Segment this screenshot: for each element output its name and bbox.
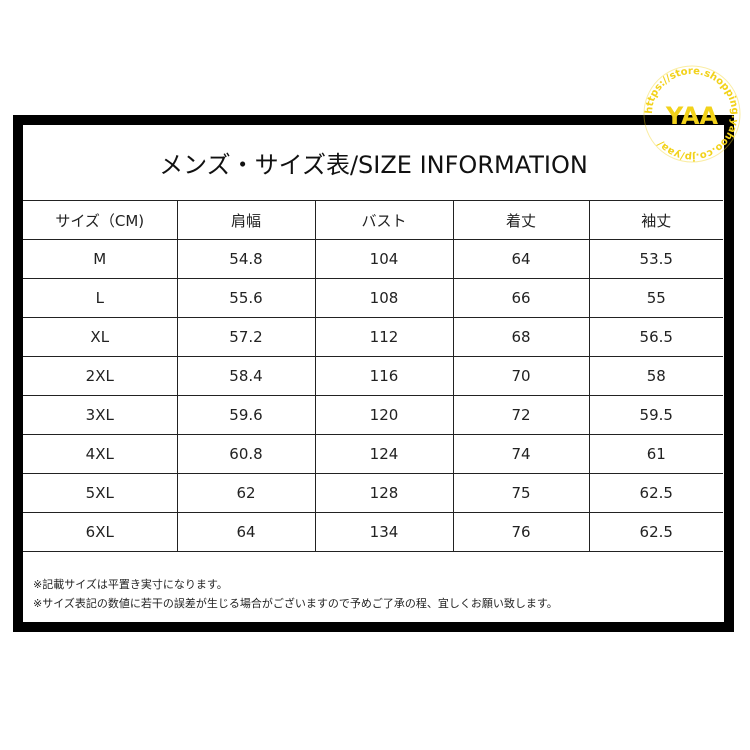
value-cell: 120 (314, 395, 454, 435)
value-cell: 66 (452, 278, 590, 318)
table-header-row: サイズ（CM) 肩幅 バスト 着丈 袖丈 (23, 200, 723, 240)
value-cell: 72 (452, 395, 590, 435)
header-cell: 肩幅 (176, 200, 316, 240)
value-cell: 53.5 (588, 239, 723, 279)
header-cell: 袖丈 (588, 200, 723, 240)
value-cell: 57.2 (176, 317, 316, 357)
table-row: 3XL 59.6 120 72 59.5 (23, 395, 723, 435)
value-cell: 62.5 (588, 473, 723, 513)
size-cell: L (23, 278, 178, 318)
table-row: 6XL 64 134 76 62.5 (23, 512, 723, 552)
header-cell: バスト (314, 200, 454, 240)
value-cell: 76 (452, 512, 590, 552)
size-cell: 5XL (23, 473, 178, 513)
value-cell: 74 (452, 434, 590, 474)
value-cell: 70 (452, 356, 590, 396)
size-cell: 2XL (23, 356, 178, 396)
value-cell: 55 (588, 278, 723, 318)
notes: ※記載サイズは平置き実寸になります。 ※サイズ表記の数値に若干の誤差が生じる場合… (33, 575, 558, 613)
size-cell: 4XL (23, 434, 178, 474)
value-cell: 60.8 (176, 434, 316, 474)
value-cell: 58 (588, 356, 723, 396)
value-cell: 112 (314, 317, 454, 357)
value-cell: 68 (452, 317, 590, 357)
size-cell: M (23, 239, 178, 279)
svg-text:YAA: YAA (665, 102, 719, 130)
table-row: M 54.8 104 64 53.5 (23, 239, 723, 279)
value-cell: 56.5 (588, 317, 723, 357)
value-cell: 104 (314, 239, 454, 279)
table-row: 5XL 62 128 75 62.5 (23, 473, 723, 513)
value-cell: 116 (314, 356, 454, 396)
table-row: L 55.6 108 66 55 (23, 278, 723, 318)
value-cell: 134 (314, 512, 454, 552)
note-line: ※サイズ表記の数値に若干の誤差が生じる場合がございますので予めご了承の程、宜しく… (33, 597, 558, 610)
value-cell: 64 (176, 512, 316, 552)
value-cell: 108 (314, 278, 454, 318)
page-title: メンズ・サイズ表/SIZE INFORMATION (159, 151, 588, 179)
value-cell: 54.8 (176, 239, 316, 279)
value-cell: 59.6 (176, 395, 316, 435)
value-cell: 59.5 (588, 395, 723, 435)
size-cell: XL (23, 317, 178, 357)
value-cell: 62.5 (588, 512, 723, 552)
yaa-watermark-logo: https://store.shopping.yahoo.co.jp/yaa/ … (643, 65, 741, 163)
header-cell: サイズ（CM) (23, 200, 178, 240)
value-cell: 61 (588, 434, 723, 474)
size-table: サイズ（CM) 肩幅 バスト 着丈 袖丈 M 54.8 104 64 53.5 L 55.6… (23, 200, 723, 552)
value-cell: 75 (452, 473, 590, 513)
value-cell: 128 (314, 473, 454, 513)
value-cell: 124 (314, 434, 454, 474)
value-cell: 58.4 (176, 356, 316, 396)
table-row: 2XL 58.4 116 70 58 (23, 356, 723, 396)
value-cell: 64 (452, 239, 590, 279)
table-row: 4XL 60.8 124 74 61 (23, 434, 723, 474)
value-cell: 55.6 (176, 278, 316, 318)
header-cell: 着丈 (452, 200, 590, 240)
size-cell: 3XL (23, 395, 178, 435)
table-row: XL 57.2 112 68 56.5 (23, 317, 723, 357)
note-line: ※記載サイズは平置き実寸になります。 (33, 578, 228, 591)
value-cell: 62 (176, 473, 316, 513)
size-cell: 6XL (23, 512, 178, 552)
size-chart-frame: メンズ・サイズ表/SIZE INFORMATION サイズ（CM) 肩幅 バスト… (13, 115, 734, 632)
